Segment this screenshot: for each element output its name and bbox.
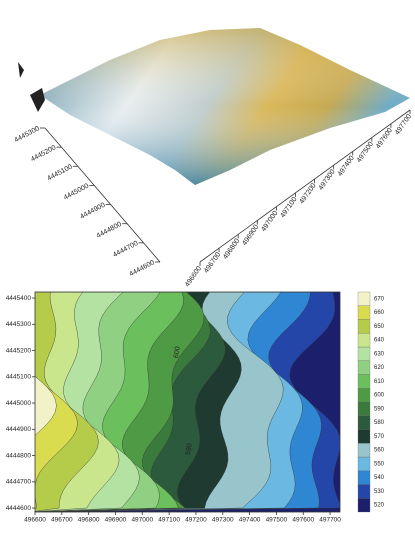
colorbar-swatch — [358, 292, 370, 306]
colorbar-label: 610 — [374, 379, 385, 385]
colorbar-swatch — [358, 457, 370, 471]
x-tick-label: 496800 — [222, 237, 241, 260]
colorbar-swatch — [358, 361, 370, 375]
colorbar-swatch — [358, 416, 370, 430]
colorbar-swatch — [358, 402, 370, 416]
y-tick-label: 4444800 — [96, 221, 123, 240]
colorbar-label: 520 — [374, 503, 385, 509]
colorbar-swatch — [358, 347, 370, 361]
colorbar-swatch — [358, 306, 370, 320]
colorbar-label: 600 — [374, 393, 385, 399]
y-tick-label: 4444600 — [128, 259, 155, 278]
x-tick-label: 497500 — [266, 517, 288, 524]
colorbar-label: 670 — [374, 296, 385, 302]
x-tick-label: 496800 — [78, 517, 100, 524]
y-tick-label: 4444800 — [6, 452, 32, 459]
y-tick-label: 4444900 — [79, 202, 106, 221]
x-tick-label: 496700 — [203, 251, 222, 274]
x-tick-label: 497500 — [356, 141, 375, 164]
colorbar-label: 570 — [374, 434, 385, 440]
colorbar-label: 530 — [374, 489, 385, 495]
y-tick-label: 4445200 — [30, 144, 57, 163]
x-tick-label: 496900 — [241, 224, 260, 247]
figure: 600 590 44446004444700444480044449004445… — [0, 0, 415, 536]
y-tick-label: 4444700 — [112, 240, 139, 259]
colorbar-label: 630 — [374, 351, 385, 357]
contour-plot: 600 590 — [6, 292, 341, 512]
y-tick-label: 4445100 — [46, 163, 73, 182]
y-tick-label: 4445300 — [6, 321, 32, 328]
y-tick-label: 4445400 — [6, 295, 32, 302]
x-tick-label: 497700 — [319, 517, 341, 524]
x-tick-label: 497300 — [318, 168, 337, 191]
colorbar-swatch — [358, 471, 370, 485]
y-tick-label: 4445000 — [63, 183, 90, 202]
x-tick-label: 497200 — [185, 517, 207, 524]
colorbar-swatch — [358, 320, 370, 334]
y-tick-label: 4445300 — [13, 125, 40, 144]
colorbar-label: 590 — [374, 406, 385, 412]
colorbar-swatch — [358, 498, 370, 512]
colorbar-swatch — [358, 333, 370, 347]
y-tick-label: 4445200 — [6, 347, 32, 354]
y-tick-label: 4444700 — [6, 479, 32, 486]
x-tick-label: 496600 — [24, 517, 46, 524]
x-tick-label: 497300 — [212, 517, 234, 524]
x-tick-label: 496700 — [51, 517, 73, 524]
y-tick-label: 4445000 — [6, 400, 32, 407]
surface-edge — [18, 62, 45, 112]
x-tick-label: 497200 — [299, 182, 318, 205]
x-tick-label: 497100 — [158, 517, 180, 524]
x-tick-label: 496600 — [184, 265, 203, 288]
colorbar-swatch — [358, 430, 370, 444]
surface-shade — [40, 28, 410, 185]
colorbar-label: 640 — [374, 338, 385, 344]
x-tick-label: 497600 — [292, 517, 314, 524]
x-tick-label: 497400 — [337, 155, 356, 178]
x-tick-label: 496900 — [105, 517, 127, 524]
x-tick-label: 497600 — [375, 127, 394, 150]
colorbar-label: 660 — [374, 310, 385, 316]
colorbar-label: 580 — [374, 420, 385, 426]
colorbar-swatch — [358, 375, 370, 389]
x-tick-label: 497100 — [279, 196, 298, 219]
x-tick-label: 497400 — [239, 517, 261, 524]
colorbar-swatch — [358, 485, 370, 499]
y-tick-label: 4444600 — [6, 505, 32, 512]
x-tick-label: 497000 — [131, 517, 153, 524]
y-tick-label: 4445100 — [6, 374, 32, 381]
x-tick-label: 497700 — [394, 113, 413, 136]
contour-fill — [6, 292, 341, 512]
colorbar-swatch — [358, 443, 370, 457]
colorbar-label: 650 — [374, 324, 385, 330]
colorbar-label: 540 — [374, 475, 385, 481]
colorbar-label: 560 — [374, 448, 385, 454]
colorbar-label: 550 — [374, 461, 385, 467]
colorbar-label: 620 — [374, 365, 385, 371]
x-tick-label: 497000 — [260, 210, 279, 233]
y-tick-label: 4444900 — [6, 426, 32, 433]
colorbar-swatch — [358, 388, 370, 402]
